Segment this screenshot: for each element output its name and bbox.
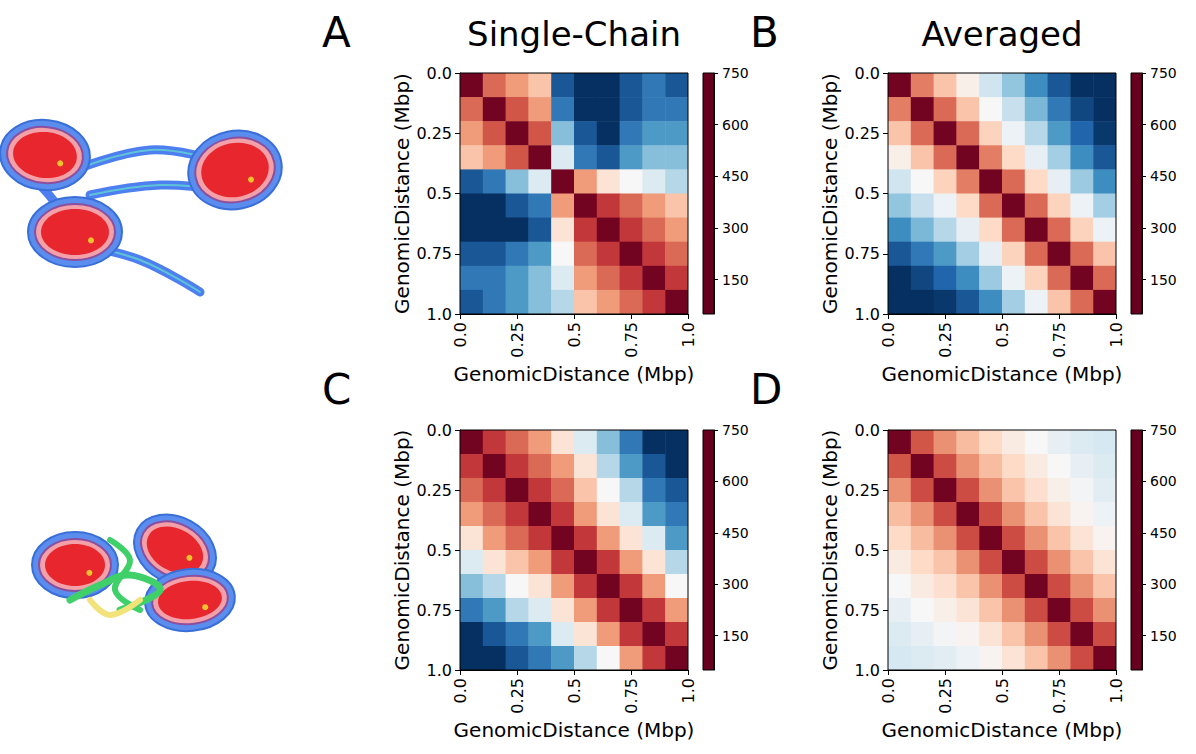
svg-text:150: 150 [1150, 628, 1177, 644]
svg-text:300: 300 [1150, 220, 1177, 236]
svg-text:D: D [750, 365, 782, 414]
svg-text:0.75: 0.75 [622, 322, 641, 358]
svg-text:1.0: 1.0 [1107, 678, 1126, 703]
svg-text:0.25: 0.25 [508, 322, 527, 358]
svg-text:0.5: 0.5 [427, 184, 452, 203]
svg-text:150: 150 [722, 272, 749, 288]
svg-text:300: 300 [722, 576, 749, 592]
svg-text:GenomicDistance (Mbp): GenomicDistance (Mbp) [390, 430, 414, 671]
svg-text:450: 450 [1150, 525, 1177, 541]
svg-text:0.25: 0.25 [936, 678, 955, 714]
svg-text:600: 600 [1150, 117, 1177, 133]
svg-text:750: 750 [1150, 65, 1177, 81]
svg-text:0.0: 0.0 [879, 322, 898, 347]
svg-text:750: 750 [722, 65, 749, 81]
svg-text:B: B [750, 8, 779, 57]
svg-text:0.5: 0.5 [427, 541, 452, 560]
svg-text:600: 600 [722, 473, 749, 489]
svg-text:0.75: 0.75 [1050, 322, 1069, 358]
svg-text:750: 750 [1150, 422, 1177, 438]
svg-text:0.5: 0.5 [993, 322, 1012, 347]
svg-text:300: 300 [722, 220, 749, 236]
svg-text:0.5: 0.5 [565, 322, 584, 347]
svg-text:0.0: 0.0 [427, 64, 452, 83]
svg-text:GenomicDistance (Mbp): GenomicDistance (Mbp) [390, 73, 414, 314]
svg-text:0.75: 0.75 [416, 244, 452, 263]
svg-text:0.0: 0.0 [855, 64, 880, 83]
svg-text:0.75: 0.75 [416, 601, 452, 620]
svg-text:1.0: 1.0 [427, 661, 452, 680]
svg-text:0.25: 0.25 [844, 124, 880, 143]
svg-text:600: 600 [1150, 473, 1177, 489]
svg-text:150: 150 [1150, 272, 1177, 288]
svg-text:Single-Chain: Single-Chain [467, 14, 681, 54]
svg-text:450: 450 [1150, 168, 1177, 184]
svg-text:300: 300 [1150, 576, 1177, 592]
svg-text:1.0: 1.0 [427, 305, 452, 324]
svg-text:0.5: 0.5 [565, 678, 584, 703]
svg-text:GenomicDistance (Mbp): GenomicDistance (Mbp) [454, 718, 695, 742]
svg-text:0.25: 0.25 [416, 481, 452, 500]
svg-text:GenomicDistance (Mbp): GenomicDistance (Mbp) [882, 718, 1123, 742]
svg-text:0.25: 0.25 [936, 322, 955, 358]
svg-text:0.5: 0.5 [855, 184, 880, 203]
svg-text:450: 450 [722, 168, 749, 184]
svg-text:0.0: 0.0 [879, 678, 898, 703]
svg-text:Averaged: Averaged [921, 14, 1082, 54]
svg-text:GenomicDistance (Mbp): GenomicDistance (Mbp) [818, 73, 842, 314]
svg-text:GenomicDistance (Mbp): GenomicDistance (Mbp) [818, 430, 842, 671]
svg-text:0.75: 0.75 [1050, 678, 1069, 714]
svg-text:1.0: 1.0 [679, 322, 698, 347]
svg-text:0.25: 0.25 [844, 481, 880, 500]
svg-text:0.75: 0.75 [844, 601, 880, 620]
svg-text:1.0: 1.0 [1107, 322, 1126, 347]
svg-text:0.25: 0.25 [416, 124, 452, 143]
svg-text:A: A [322, 8, 351, 57]
svg-text:0.0: 0.0 [855, 421, 880, 440]
svg-text:0.5: 0.5 [855, 541, 880, 560]
svg-text:1.0: 1.0 [855, 305, 880, 324]
svg-text:150: 150 [722, 628, 749, 644]
svg-text:1.0: 1.0 [679, 678, 698, 703]
svg-text:0.5: 0.5 [993, 678, 1012, 703]
svg-text:0.0: 0.0 [427, 421, 452, 440]
svg-text:0.75: 0.75 [844, 244, 880, 263]
svg-text:C: C [322, 365, 351, 414]
svg-text:750: 750 [722, 422, 749, 438]
svg-text:0.25: 0.25 [508, 678, 527, 714]
svg-text:GenomicDistance (Mbp): GenomicDistance (Mbp) [454, 362, 695, 386]
svg-text:0.75: 0.75 [622, 678, 641, 714]
svg-text:1.0: 1.0 [855, 661, 880, 680]
svg-text:600: 600 [722, 117, 749, 133]
svg-text:GenomicDistance (Mbp): GenomicDistance (Mbp) [882, 362, 1123, 386]
svg-text:0.0: 0.0 [451, 322, 470, 347]
svg-text:0.0: 0.0 [451, 678, 470, 703]
svg-text:450: 450 [722, 525, 749, 541]
